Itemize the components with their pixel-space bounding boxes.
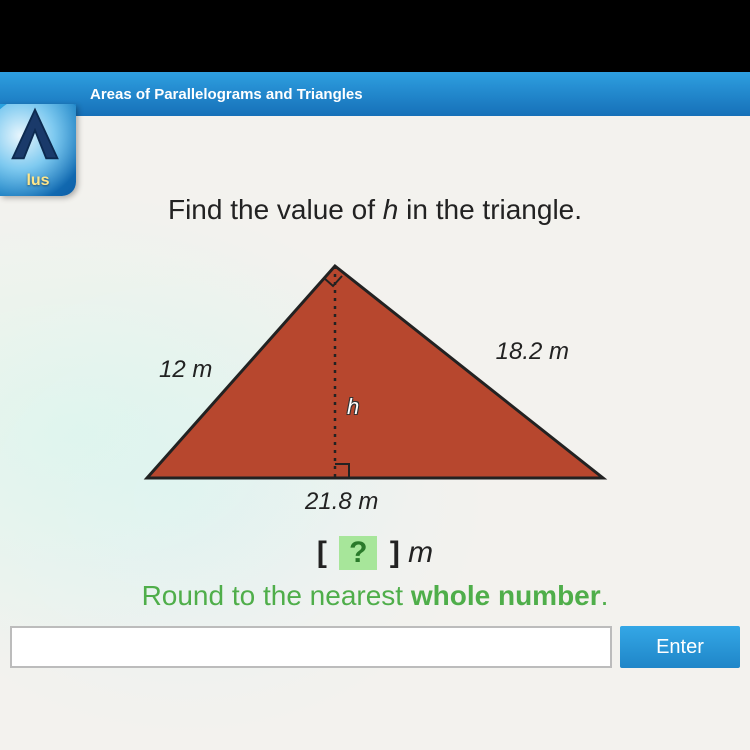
device-bezel-top — [0, 0, 750, 72]
app-logo-badge: lus — [0, 104, 76, 196]
instruction-emphasis: whole number — [411, 580, 601, 611]
instruction-suffix: . — [601, 580, 609, 611]
answer-close-bracket: ] — [390, 536, 400, 569]
answer-display: [ ? ] m — [0, 536, 750, 570]
answer-open-bracket: [ — [317, 536, 327, 569]
content-area: lus Find the value of h in the triangle.… — [0, 116, 750, 750]
label-left-side: 12 m — [159, 356, 212, 384]
question-variable: h — [383, 194, 399, 225]
answer-unit: m — [408, 536, 433, 569]
enter-button[interactable]: Enter — [620, 626, 740, 668]
lesson-title: Areas of Parallelograms and Triangles — [90, 86, 363, 103]
question-prefix: Find the value of — [168, 194, 383, 225]
question-suffix: in the triangle. — [398, 194, 582, 225]
rounding-instruction: Round to the nearest whole number. — [0, 580, 750, 612]
label-altitude: h — [347, 394, 359, 420]
logo-subtext: lus — [0, 172, 76, 190]
answer-placeholder-box: ? — [339, 536, 377, 570]
question-text: Find the value of h in the triangle. — [0, 116, 750, 226]
logo-a-icon — [6, 106, 64, 162]
input-row: Enter — [10, 626, 740, 668]
label-base: 21.8 m — [305, 488, 378, 516]
instruction-prefix: Round to the nearest — [142, 580, 411, 611]
lesson-header: Areas of Parallelograms and Triangles — [0, 72, 750, 116]
answer-input[interactable] — [10, 626, 612, 668]
triangle-shape — [147, 266, 603, 478]
label-right-side: 18.2 m — [496, 338, 569, 366]
triangle-figure: 12 m 18.2 m 21.8 m h — [115, 254, 635, 514]
